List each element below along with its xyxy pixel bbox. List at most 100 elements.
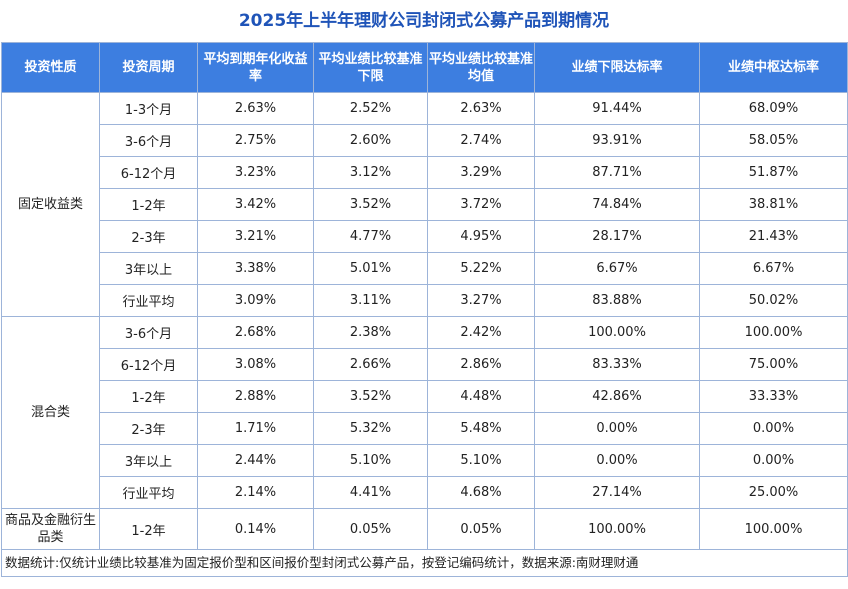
value-cell: 2.68% [197, 316, 314, 349]
period-cell: 1-3个月 [99, 92, 198, 125]
value-cell: 100.00% [699, 316, 848, 349]
value-cell: 2.63% [197, 92, 314, 125]
table-row: 2-3年 3.21% 4.77% 4.95% 28.17% 21.43% [2, 220, 848, 253]
period-cell: 6-12个月 [99, 156, 198, 189]
value-cell: 0.00% [534, 444, 700, 477]
period-cell: 行业平均 [99, 476, 198, 509]
value-cell: 2.74% [427, 124, 535, 157]
period-cell: 3-6个月 [99, 316, 198, 349]
value-cell: 3.11% [313, 284, 428, 317]
value-cell: 0.00% [699, 444, 848, 477]
table-row: 1-2年 3.42% 3.52% 3.72% 74.84% 38.81% [2, 188, 848, 221]
value-cell: 5.01% [313, 252, 428, 285]
value-cell: 28.17% [534, 220, 700, 253]
value-cell: 25.00% [699, 476, 848, 509]
value-cell: 42.86% [534, 380, 700, 413]
period-cell: 1-2年 [99, 380, 198, 413]
value-cell: 5.48% [427, 412, 535, 445]
value-cell: 0.05% [313, 508, 428, 550]
value-cell: 2.38% [313, 316, 428, 349]
table-row: 固定收益类 1-3个月 2.63% 2.52% 2.63% 91.44% 68.09% [1, 92, 848, 317]
column-header: 业绩中枢达标率 [699, 42, 848, 93]
value-cell: 3.12% [313, 156, 428, 189]
value-cell: 5.10% [427, 444, 535, 477]
value-cell: 3.72% [427, 188, 535, 221]
period-cell: 2-3年 [99, 412, 198, 445]
value-cell: 75.00% [699, 348, 848, 381]
period-cell: 行业平均 [99, 284, 198, 317]
value-cell: 0.00% [699, 412, 848, 445]
maturity-table: 投资性质 投资周期 平均到期年化收益率 平均业绩比较基准下限 平均业绩比较基准均值 业绩下… [1, 42, 848, 550]
page-title: 2025年上半年理财公司封闭式公募产品到期情况 [238, 11, 610, 31]
table-row: 3年以上 3.38% 5.01% 5.22% 6.67% 6.67% [2, 252, 848, 285]
column-header: 投资周期 [99, 42, 198, 93]
period-cell: 2-3年 [99, 220, 198, 253]
value-cell: 93.91% [534, 124, 700, 157]
value-cell: 0.00% [534, 412, 700, 445]
table-row: 行业平均 3.09% 3.11% 3.27% 83.88% 50.02% [2, 284, 848, 317]
value-cell: 4.68% [427, 476, 535, 509]
value-cell: 5.32% [313, 412, 428, 445]
value-cell: 5.10% [313, 444, 428, 477]
value-cell: 4.41% [313, 476, 428, 509]
value-cell: 3.09% [197, 284, 314, 317]
period-cell: 1-2年 [99, 188, 198, 221]
value-cell: 21.43% [699, 220, 848, 253]
table-body: 固定收益类 1-3个月 2.63% 2.52% 2.63% 91.44% 68.09% 3-6… [1, 92, 848, 550]
value-cell: 3.21% [197, 220, 314, 253]
category-cell: 固定收益类 [1, 92, 100, 317]
value-cell: 91.44% [534, 92, 700, 125]
table-row: 6-12个月 3.23% 3.12% 3.29% 87.71% 51.87% [2, 156, 848, 189]
table-row: 1-2年 2.88% 3.52% 4.48% 42.86% 33.33% [2, 380, 848, 413]
table-row: 行业平均 2.14% 4.41% 4.68% 27.14% 25.00% [2, 476, 848, 509]
value-cell: 74.84% [534, 188, 700, 221]
category-cell: 商品及金融衍生品类 [1, 508, 100, 550]
value-cell: 2.60% [313, 124, 428, 157]
value-cell: 100.00% [699, 508, 848, 550]
table-row: 混合类 3-6个月 2.68% 2.38% 2.42% 100.00% 100.00% [1, 316, 848, 509]
value-cell: 6.67% [699, 252, 848, 285]
value-cell: 50.02% [699, 284, 848, 317]
value-cell: 1.71% [197, 412, 314, 445]
period-cell: 1-2年 [99, 508, 198, 550]
value-cell: 68.09% [699, 92, 848, 125]
value-cell: 4.77% [313, 220, 428, 253]
value-cell: 2.88% [197, 380, 314, 413]
value-cell: 2.42% [427, 316, 535, 349]
column-header: 平均业绩比较基准均值 [427, 42, 535, 93]
column-header: 平均业绩比较基准下限 [313, 42, 428, 93]
period-cell: 6-12个月 [99, 348, 198, 381]
value-cell: 4.48% [427, 380, 535, 413]
column-header: 平均到期年化收益率 [197, 42, 314, 93]
value-cell: 3.23% [197, 156, 314, 189]
value-cell: 2.14% [197, 476, 314, 509]
value-cell: 0.05% [427, 508, 535, 550]
value-cell: 100.00% [534, 316, 700, 349]
value-cell: 58.05% [699, 124, 848, 157]
value-cell: 0.14% [197, 508, 314, 550]
column-header: 业绩下限达标率 [534, 42, 700, 93]
value-cell: 2.75% [197, 124, 314, 157]
value-cell: 51.87% [699, 156, 848, 189]
value-cell: 87.71% [534, 156, 700, 189]
value-cell: 3.52% [313, 380, 428, 413]
period-cell: 3-6个月 [99, 124, 198, 157]
footnote: 数据统计:仅统计业绩比较基准为固定报价型和区间报价型封闭式公募产品，按登记编码统… [1, 550, 848, 577]
table-row: 6-12个月 3.08% 2.66% 2.86% 83.33% 75.00% [2, 348, 848, 381]
value-cell: 3.42% [197, 188, 314, 221]
category-cell: 混合类 [1, 316, 100, 509]
table-row: 商品及金融衍生品类 1-2年 0.14% 0.05% 0.05% 100.00% 100.0… [1, 508, 848, 550]
value-cell: 83.33% [534, 348, 700, 381]
value-cell: 3.27% [427, 284, 535, 317]
value-cell: 3.08% [197, 348, 314, 381]
value-cell: 38.81% [699, 188, 848, 221]
table-row: 3-6个月 2.75% 2.60% 2.74% 93.91% 58.05% [2, 124, 848, 157]
value-cell: 2.86% [427, 348, 535, 381]
value-cell: 100.00% [534, 508, 700, 550]
column-header: 投资性质 [1, 42, 100, 93]
value-cell: 2.44% [197, 444, 314, 477]
table-row: 2-3年 1.71% 5.32% 5.48% 0.00% 0.00% [2, 412, 848, 445]
value-cell: 2.66% [313, 348, 428, 381]
value-cell: 33.33% [699, 380, 848, 413]
value-cell: 6.67% [534, 252, 700, 285]
